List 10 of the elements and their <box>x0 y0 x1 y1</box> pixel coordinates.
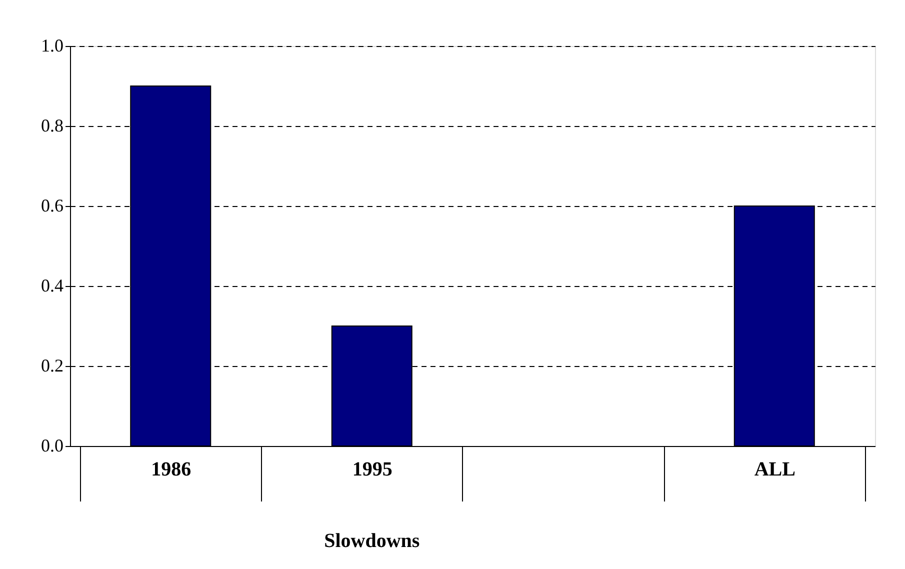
x-tick-label: ALL <box>754 458 796 480</box>
x-tick-label: 1995 <box>352 458 392 480</box>
x-tick-label: 1986 <box>151 458 192 480</box>
y-tick-label: 0.4 <box>41 276 64 296</box>
y-tick-label: 1.0 <box>41 36 64 56</box>
y-tick-label: 0.8 <box>41 116 64 136</box>
y-tick-label: 0.2 <box>41 356 64 376</box>
y-tick-label: 0.0 <box>41 436 64 456</box>
text: Slowdowns <box>324 530 420 552</box>
y-tick-label: 0.6 <box>41 196 64 216</box>
